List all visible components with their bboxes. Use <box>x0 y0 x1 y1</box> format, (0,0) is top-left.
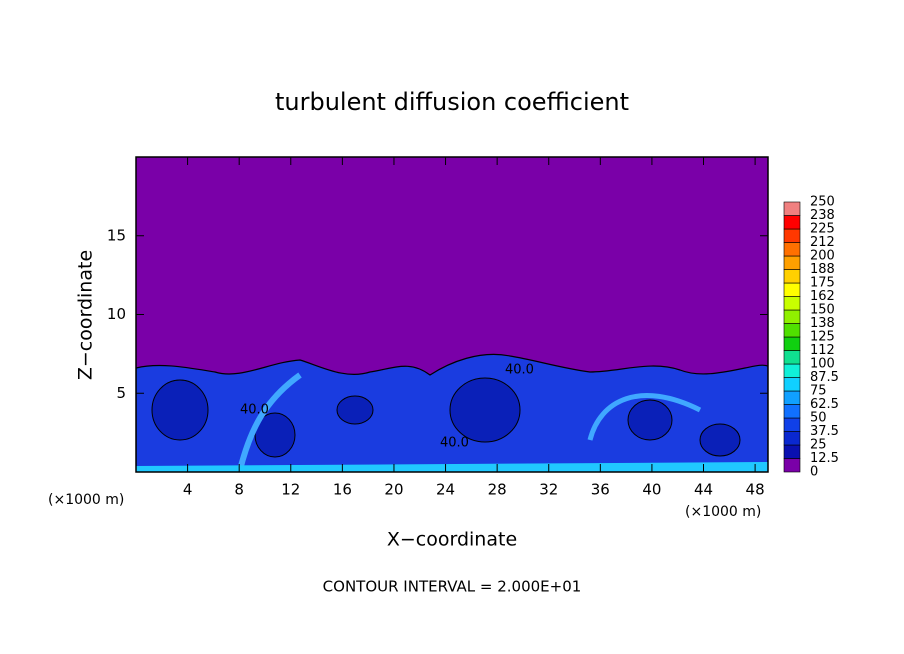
x-tick-label: 48 <box>746 481 765 499</box>
colorbar-label: 238 <box>810 208 835 223</box>
colorbar-label: 162 <box>810 289 835 304</box>
x-tick-label: 12 <box>281 481 300 499</box>
colorbar-label: 37.5 <box>810 424 839 439</box>
colorbar-label: 50 <box>810 411 827 426</box>
colorbar-box <box>783 390 801 405</box>
x-tick-label: 4 <box>183 481 193 499</box>
colorbar-box <box>783 255 801 270</box>
x-tick-label: 28 <box>488 481 507 499</box>
contour-label: 40.0 <box>240 403 269 418</box>
x-tick-label: 36 <box>591 481 610 499</box>
colorbar-label: 175 <box>810 276 835 291</box>
colorbar-label: 75 <box>810 384 827 399</box>
y-tick-label: 15 <box>107 226 126 244</box>
x-tick-label: 24 <box>436 481 455 499</box>
colorbar-label: 112 <box>810 343 835 358</box>
colorbar-box <box>783 323 801 338</box>
colorbar-label: 212 <box>810 235 835 250</box>
colorbar-label: 12.5 <box>810 451 839 466</box>
colorbar-box <box>783 296 801 311</box>
colorbar-label: 200 <box>810 249 835 264</box>
x-tick-label: 16 <box>333 481 352 499</box>
chart-title: turbulent diffusion coefficient <box>275 88 629 116</box>
footer: CONTOUR INTERVAL = 2.000E+01 <box>323 578 582 596</box>
y-unit: (×1000 m) <box>48 492 124 508</box>
colorbar-box <box>783 242 801 257</box>
colorbar-box <box>783 228 801 243</box>
x-tick-label: 20 <box>384 481 403 499</box>
colorbar-label: 25 <box>810 438 827 453</box>
colorbar-box <box>783 363 801 378</box>
colorbar-box <box>783 309 801 324</box>
colorbar-box <box>783 269 801 284</box>
colorbar-box <box>783 404 801 419</box>
colorbar-box <box>783 417 801 432</box>
colorbar-box <box>783 215 801 230</box>
colorbar-label: 62.5 <box>810 397 839 412</box>
colorbar-box <box>783 458 801 473</box>
x-axis-label: X−coordinate <box>387 529 517 551</box>
y-tick-label: 5 <box>116 384 126 402</box>
colorbar-box <box>783 431 801 446</box>
colorbar-box <box>783 444 801 459</box>
x-tick-label: 44 <box>694 481 713 499</box>
colorbar-label: 138 <box>810 316 835 331</box>
colorbar-label: 188 <box>810 262 835 277</box>
colorbar-label: 250 <box>810 195 835 210</box>
colorbar-box <box>783 336 801 351</box>
y-tick-label: 10 <box>107 305 126 323</box>
x-tick-label: 32 <box>539 481 558 499</box>
colorbar-box <box>783 350 801 365</box>
contour-label: 40.0 <box>505 363 534 378</box>
colorbar-box <box>783 377 801 392</box>
colorbar-box <box>783 282 801 297</box>
colorbar-label: 150 <box>810 303 835 318</box>
colorbar-label: 100 <box>810 357 835 372</box>
field <box>136 157 768 472</box>
x-tick-label: 40 <box>642 481 661 499</box>
colorbar-label: 125 <box>810 330 835 345</box>
contour-label: 40.0 <box>440 436 469 451</box>
y-axis-label: Z−coordinate <box>75 250 97 380</box>
colorbar-label: 87.5 <box>810 370 839 385</box>
x-tick-label: 8 <box>234 481 244 499</box>
x-unit: (×1000 m) <box>685 504 761 520</box>
colorbar-label: 225 <box>810 222 835 237</box>
colorbar-box <box>783 201 801 216</box>
colorbar-label: 0 <box>810 465 818 480</box>
